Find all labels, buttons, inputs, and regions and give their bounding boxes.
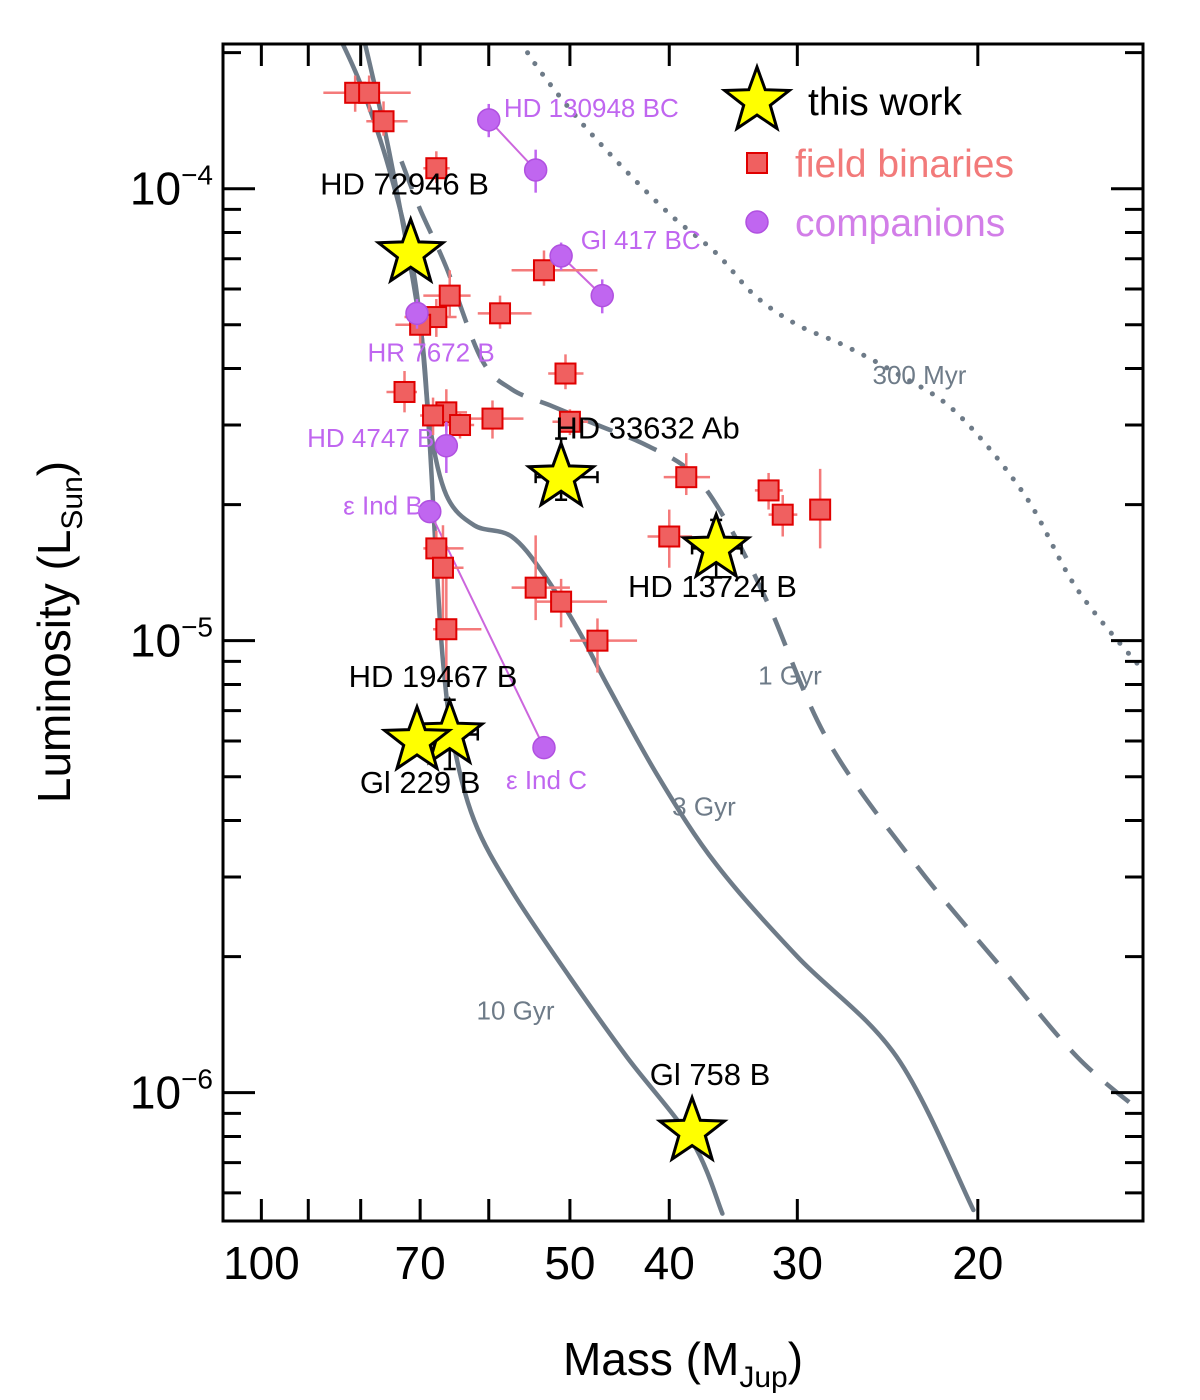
this-work-star [679,510,753,580]
field-binary-point [431,556,454,579]
field-binary-point [438,284,461,307]
field-binary-point [425,537,448,560]
isochrone-1-gyr [399,160,1143,1116]
y-tick-label-exp: −4 [181,160,213,191]
field-binary-point [558,410,581,433]
this-work-label-gl-758-b: Gl 758 B [650,1057,771,1092]
this-work-star [374,214,448,285]
companion-point [532,735,556,760]
companion-point [477,108,501,132]
isochrone-label-300-myr: 300 Myr [873,360,967,390]
y-tick-label-exp: −6 [181,1064,213,1095]
field-binary-point [422,404,445,427]
field-binary-point [489,302,512,325]
legend-label-companions: companions [795,202,1005,245]
y-axis-label-close: ) [28,461,80,476]
companion-point [549,244,573,268]
y-tick-label-exp: −5 [181,612,213,643]
field-binary-point [449,414,472,437]
field-binary-point [675,466,698,489]
companion-point [590,283,614,308]
legend-label-this-work: this work [808,81,962,124]
this-work-star [655,1093,729,1163]
companion-label: ε Ind C [506,765,587,795]
isochrone-label-10-gyr: 10 Gyr [477,996,555,1026]
x-axis-label-main: Mass (M [563,1333,739,1385]
this-work-label-hd-13724-b: HD 13724 B [628,569,797,604]
field-binary-point [658,525,681,548]
companion-label: ε Ind B [343,491,423,521]
field-binary-point [393,380,416,403]
companion-label-hr-7672-b: HR 7672 B [367,337,494,367]
field-binary-point [481,407,504,430]
field-binary-point [586,629,609,652]
y-tick-label-base: 10 [130,1067,181,1119]
legend-label-field-binaries: field binaries [795,143,1014,186]
isochrone-label-1-gyr: 1 Gyr [758,660,822,690]
y-axis-label: Luminosity (LSun) [28,461,89,803]
legend: this work field binaries companions [720,62,1014,245]
plot-frame [221,42,1145,1223]
companion-line [428,511,545,749]
companion-point [405,301,429,326]
x-tick-label: 100 [223,1237,300,1289]
this-work-star [524,438,598,509]
x-axis-label-close: ) [788,1333,803,1385]
companion-label-hd-130948-bc: HD 130948 BC [504,93,679,123]
svg-text:Mass (MJup): Mass (MJup) [563,1333,803,1394]
y-tick-label: 10−6 [130,1064,213,1119]
companion-label-hd-4747-b: HD 4747 B [307,423,434,453]
field-binary-point [554,362,577,385]
companion-point [523,158,548,182]
this-work-label-hd-72946-b: HD 72946 B [320,167,489,202]
legend-circle-icon [745,210,769,234]
svg-text:Luminosity (LSun): Luminosity (LSun) [28,461,89,803]
field-binary-point [425,157,448,180]
companion-point [434,433,459,458]
field-binary-point [524,576,547,599]
this-work-label-gl-229-b: Gl 229 B [360,765,481,800]
y-axis-label-main: Luminosity (L [28,530,80,804]
field-binary-point [532,259,555,282]
field-binary-point [435,618,458,641]
x-tick-label: 70 [395,1237,446,1289]
legend-square-icon [746,152,768,174]
field-binary-point [809,498,832,521]
field-binary-point [757,479,780,502]
y-tick-label: 10−5 [130,612,213,667]
isochrone-label-3-gyr: 3 Gyr [672,792,736,822]
x-tick-label: 40 [644,1237,695,1289]
this-work-label-hd-19467-b: HD 19467 B [349,659,518,694]
x-axis-label-sub: Jup [739,1361,787,1394]
field-binary-point [358,81,381,104]
x-axis-label: Mass (MJup) [563,1333,803,1394]
data-layer: 10 Gyr 3 Gyr 1 Gyr 300 Myr HD 130948 BC Gl 41… [307,75,967,1163]
x-tick-label: 30 [772,1237,823,1289]
field-binary-point [771,503,794,526]
companion-point [418,499,442,524]
field-binary-point [372,110,395,133]
legend-star-icon [720,62,794,133]
isochrone-300-myr [519,44,1143,673]
isochrone-10-gyr [340,44,725,1216]
this-work-label-hd-33632-ab: HD 33632 Ab [555,411,739,446]
this-work-star [380,702,454,772]
x-tick-label: 50 [544,1237,595,1289]
field-binary-point [550,590,573,613]
y-tick-label: 10−4 [130,160,213,215]
y-tick-label-base: 10 [130,163,181,215]
y-tick-label-base: 10 [130,615,181,667]
companion-label-gl-417-bc: Gl 417 BC [581,225,701,255]
x-tick-label: 20 [952,1237,1003,1289]
y-axis-label-sub: Sun [56,476,89,529]
